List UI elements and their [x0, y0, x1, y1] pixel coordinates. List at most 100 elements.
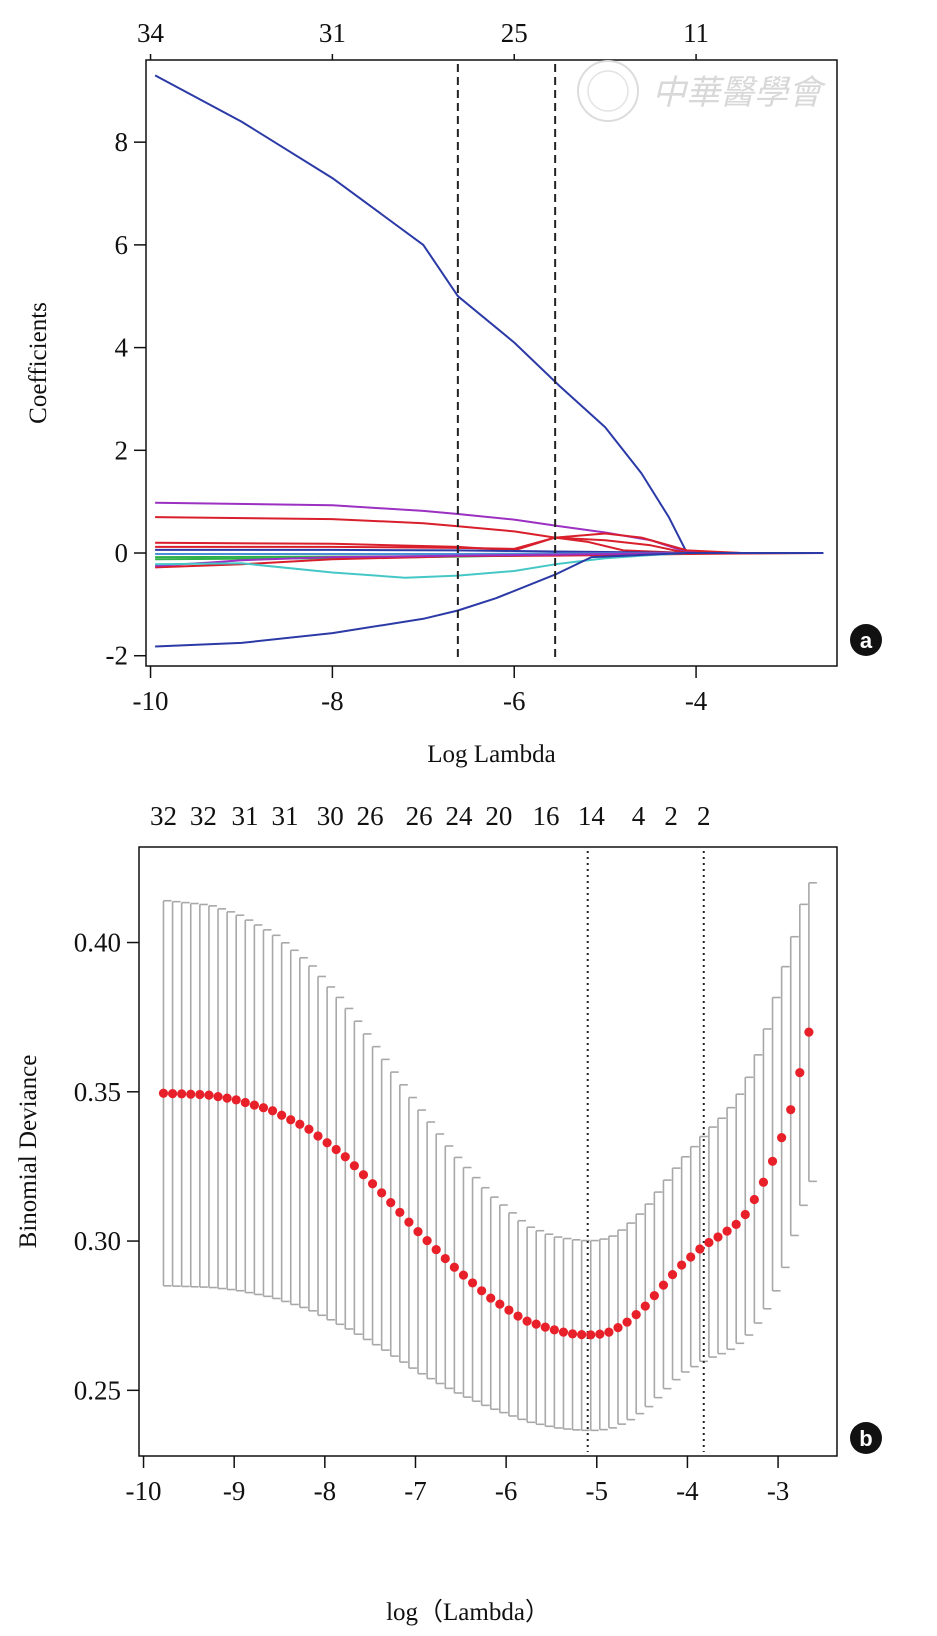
deviance-point — [222, 1093, 232, 1103]
deviance-point — [440, 1253, 450, 1264]
deviance-point — [631, 1309, 641, 1320]
deviance-point — [504, 1305, 514, 1315]
panel-a-badge-circle — [850, 624, 882, 656]
x-tick-label: -3 — [767, 1476, 790, 1506]
panel-a-ytick-group: -2 0 2 4 6 8 — [106, 127, 146, 671]
deviance-point — [767, 1156, 778, 1166]
deviance-point — [722, 1226, 732, 1236]
deviance-point — [231, 1095, 241, 1105]
deviance-point — [286, 1115, 296, 1125]
panel-a-x-axis-label: Log Lambda — [427, 741, 555, 768]
deviance-point — [749, 1194, 759, 1205]
top-axis-label: 32 — [190, 801, 217, 831]
deviance-point — [258, 1103, 269, 1113]
deviance-point — [522, 1316, 532, 1326]
deviance-point — [267, 1106, 278, 1116]
deviance-point — [704, 1237, 714, 1248]
panel-a-series-group — [154, 74, 824, 648]
deviance-point — [422, 1235, 432, 1246]
deviance-point — [567, 1329, 578, 1339]
top-axis-label: 26 — [406, 801, 433, 831]
deviance-point — [331, 1144, 341, 1155]
panel-b-badge-label: b — [859, 1426, 872, 1451]
top-axis-label: 26 — [357, 801, 384, 831]
top-axis-label: 16 — [533, 801, 560, 831]
deviance-point — [667, 1270, 678, 1280]
coefficient-path-coef-4 — [155, 532, 824, 554]
top-axis-label: 31 — [319, 18, 346, 48]
top-axis-label: 30 — [317, 801, 344, 831]
y-tick-label: 0.25 — [74, 1375, 121, 1405]
x-tick-label: -7 — [404, 1476, 427, 1506]
coefficient-path-coef-11 — [155, 552, 824, 567]
deviance-point — [467, 1278, 478, 1288]
x-tick-label: -8 — [314, 1476, 337, 1506]
deviance-point — [295, 1119, 305, 1129]
deviance-point — [349, 1161, 359, 1171]
deviance-point — [395, 1207, 405, 1217]
watermark-seal-inner-icon — [587, 70, 629, 112]
y-tick-label: 4 — [115, 333, 129, 363]
panel-a-vline-group — [456, 64, 557, 662]
deviance-point — [486, 1293, 496, 1303]
coefficient-path-coef-13 — [155, 552, 824, 648]
deviance-point — [304, 1124, 314, 1134]
panel-b-errorbar-group — [162, 882, 817, 1432]
panel-a-xtick-group: -10 -8 -6 -4 — [133, 666, 708, 716]
deviance-point — [540, 1322, 550, 1332]
deviance-point — [158, 1088, 169, 1098]
deviance-point — [313, 1131, 323, 1141]
deviance-point — [195, 1089, 205, 1100]
x-tick-label: -5 — [586, 1476, 609, 1506]
deviance-point — [531, 1319, 541, 1329]
top-axis-label: 2 — [664, 801, 678, 831]
deviance-point — [640, 1301, 650, 1311]
y-tick-label: 0.30 — [74, 1226, 121, 1256]
y-tick-label: 0.40 — [74, 928, 121, 958]
x-tick-label: -9 — [223, 1476, 246, 1506]
coefficient-path-coef-2 — [155, 501, 824, 554]
deviance-point — [358, 1170, 369, 1180]
x-tick-label: -10 — [126, 1476, 162, 1506]
x-tick-label: -6 — [503, 686, 526, 716]
x-tick-label: -4 — [685, 686, 708, 716]
x-tick-label: -10 — [133, 686, 169, 716]
deviance-point — [677, 1260, 687, 1270]
top-axis-label: 4 — [632, 801, 646, 831]
y-tick-label: -2 — [106, 641, 129, 671]
deviance-point — [804, 1027, 814, 1037]
deviance-point — [177, 1089, 187, 1099]
deviance-point — [586, 1330, 596, 1340]
panel-b-top-axis-group: 32 32 31 31 30 26 26 24 20 16 14 4 2 2 — [150, 801, 711, 831]
panel-b-ytick-group: 0.25 0.30 0.35 0.40 — [74, 928, 139, 1405]
top-axis-label: 25 — [501, 18, 528, 48]
panel-b-x-axis-label: log（Lambda） — [386, 1598, 550, 1626]
deviance-point — [495, 1299, 505, 1309]
panel-a-coefficient-path: -10 -8 -6 -4 -2 0 2 4 6 8 34 31 25 11 Log Lambda Co… — [25, 18, 882, 768]
deviance-point — [758, 1177, 769, 1187]
top-axis-label: 32 — [150, 801, 177, 831]
panel-a-top-axis-group: 34 31 25 11 — [137, 18, 709, 60]
x-tick-label: -8 — [321, 686, 344, 716]
watermark: 中華醫學會 — [577, 60, 827, 122]
panel-a-y-axis-label: Coefficients — [25, 302, 52, 424]
deviance-point — [477, 1286, 487, 1296]
deviance-point — [658, 1280, 669, 1290]
y-tick-label: 0.35 — [74, 1077, 121, 1107]
deviance-point — [431, 1244, 441, 1255]
deviance-point — [458, 1270, 469, 1280]
watermark-text: 中華醫學會 — [652, 75, 827, 112]
top-axis-label: 20 — [485, 801, 512, 831]
panel-b-point-group — [158, 1027, 814, 1340]
panel-b-y-axis-label: Binomial Deviance — [15, 1055, 42, 1249]
panel-b-badge-circle — [850, 1422, 882, 1454]
y-tick-label: 6 — [115, 230, 129, 260]
deviance-point — [686, 1252, 696, 1262]
watermark-seal-icon — [577, 60, 639, 122]
panel-b-vline-group — [586, 851, 705, 1452]
top-axis-label: 24 — [445, 801, 473, 831]
y-tick-label: 8 — [115, 127, 129, 157]
panel-a-badge: a — [850, 624, 882, 656]
deviance-point — [649, 1290, 659, 1301]
